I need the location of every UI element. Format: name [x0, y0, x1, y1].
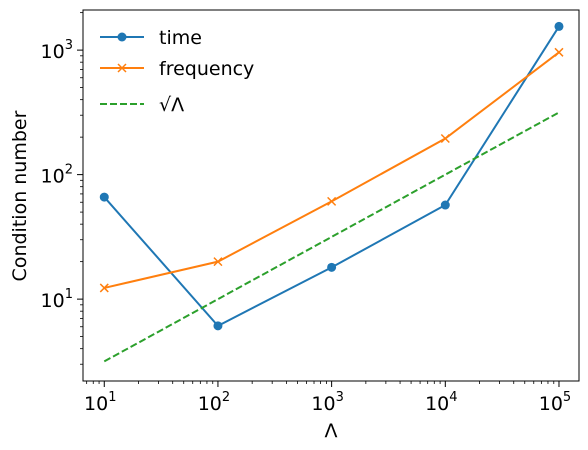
legend-frequency-label: frequency: [159, 58, 254, 80]
plot-area: [83, 10, 579, 381]
y-tick-label: 103: [41, 38, 73, 63]
legend-time-marker: [117, 32, 127, 42]
data-point: [554, 21, 564, 31]
data-point: [440, 200, 450, 210]
legend-sqrt-label: √Λ: [159, 94, 184, 116]
series-group: [99, 21, 564, 363]
legend: time frequency √Λ: [100, 27, 254, 116]
data-point: [327, 262, 337, 272]
data-point: [213, 257, 223, 267]
data-point: [213, 321, 223, 331]
data-point: [440, 133, 450, 144]
x-tick-label: 105: [539, 390, 571, 415]
x-tick-label: 101: [84, 390, 116, 415]
data-point: [99, 283, 109, 293]
plot-frame: [82, 9, 580, 382]
data-point: [327, 196, 337, 206]
x-tick-label: 102: [198, 390, 230, 415]
y-tick-label: 101: [41, 287, 73, 312]
x-tick-label: 104: [425, 390, 457, 415]
series-line-2: [103, 111, 560, 363]
x-tick-label: 103: [311, 390, 343, 415]
data-point: [554, 47, 564, 57]
legend-time-label: time: [159, 27, 202, 49]
y-axis-label: Condition number: [9, 110, 31, 281]
y-tick-label: 102: [41, 163, 73, 188]
x-axis-ticks: 101 102 103 104 105: [84, 381, 571, 415]
data-point: [99, 192, 109, 202]
legend-frequency-marker: [117, 63, 127, 73]
x-axis-label: Λ: [325, 420, 338, 442]
y-axis-ticks: 101 102 103: [41, 12, 83, 365]
